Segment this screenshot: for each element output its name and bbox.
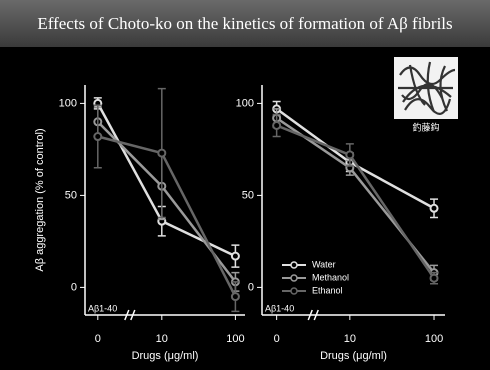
data-point	[431, 205, 438, 212]
y-tick-label: 100	[59, 97, 77, 109]
slide: Effects of Choto-ko on the kinetics of f…	[0, 0, 490, 370]
inset-caption: 釣藤鈎	[412, 121, 439, 132]
legend-marker	[291, 288, 297, 294]
data-point	[346, 151, 353, 158]
data-point	[232, 293, 239, 300]
y-tick-label: 0	[71, 281, 77, 293]
inset-image	[394, 57, 458, 119]
legend-label: Methanol	[312, 272, 349, 282]
data-point	[431, 275, 438, 282]
slide-title: Effects of Choto-ko on the kinetics of f…	[37, 14, 452, 33]
legend-label: Water	[312, 259, 336, 269]
data-point	[158, 150, 165, 157]
data-point	[94, 133, 101, 140]
x-tick-label: 100	[226, 333, 244, 345]
x-tick-label: 0	[95, 333, 101, 345]
y-tick-label: 50	[242, 189, 254, 201]
x-tick-label: 100	[425, 333, 443, 345]
x-tick-label: 10	[344, 333, 356, 345]
series-line	[98, 103, 236, 256]
series-line	[98, 137, 236, 297]
y-tick-label: 50	[65, 189, 77, 201]
data-point	[232, 253, 239, 260]
y-tick-label: 100	[236, 97, 254, 109]
legend-label: Ethanol	[312, 285, 343, 295]
x-tick-label: 10	[156, 333, 168, 345]
annotation: Aβ1-40	[265, 303, 294, 313]
x-tick-label: 0	[274, 333, 280, 345]
legend-marker	[291, 262, 297, 268]
x-axis-label: Drugs (μg/ml)	[132, 350, 199, 362]
legend-marker	[291, 275, 297, 281]
x-axis-label: Drugs (μg/ml)	[320, 350, 387, 362]
y-tick-label: 0	[248, 281, 254, 293]
chart: Effects of Choto-ko on the kinetics of f…	[0, 0, 490, 370]
annotation: Aβ1-40	[88, 303, 117, 313]
series-line	[277, 109, 434, 208]
series-line	[277, 125, 434, 278]
data-point	[273, 122, 280, 129]
y-axis-label: Aβ aggregation (% of control)	[34, 128, 46, 271]
